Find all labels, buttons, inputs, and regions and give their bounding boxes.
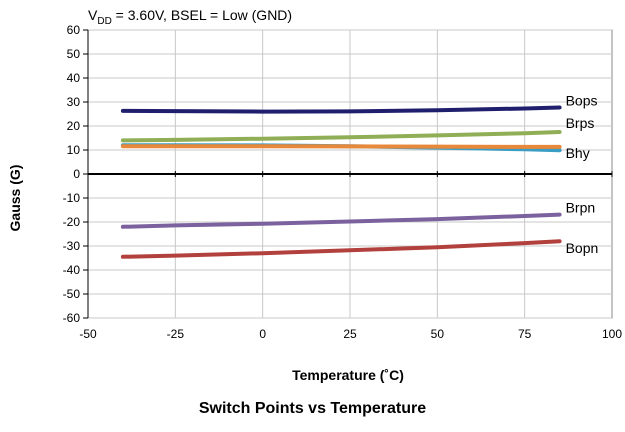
tick-label-x: -25	[167, 327, 185, 341]
tick-label-x: 100	[602, 327, 622, 341]
tick-label-y: 40	[67, 71, 81, 85]
chart-caption: Switch Points vs Temperature	[198, 400, 427, 417]
series-label-brpn: Brpn	[566, 200, 596, 216]
series-labels: Bops Brps Bhy Brpn Bopn	[566, 93, 599, 257]
tick-label-y: 10	[67, 143, 81, 157]
series-line-brpn	[120, 212, 562, 229]
series-label-bhy: Bhy	[566, 145, 590, 161]
tick-label-y: 30	[67, 95, 81, 109]
tick-label-y: -50	[63, 287, 81, 301]
series-line-brps	[120, 130, 562, 143]
tick-label-x: 0	[259, 327, 266, 341]
series-label-bopn: Bopn	[566, 240, 599, 256]
tick-label-y: -60	[63, 311, 81, 325]
tick-label-x: -50	[79, 327, 97, 341]
tick-label-y: 20	[67, 119, 81, 133]
tick-label-y: -30	[63, 239, 81, 253]
axes	[83, 29, 613, 319]
x-axis-label: Temperature (˚C)	[292, 367, 404, 383]
tick-label-y: -40	[63, 263, 81, 277]
y-axis-label: Gauss (G)	[7, 165, 23, 232]
tick-label-y: -10	[63, 191, 81, 205]
series-line-bopn	[120, 239, 562, 259]
tick-label-y: 50	[67, 47, 81, 61]
tick-label-x: 25	[343, 327, 357, 341]
series-label-bops: Bops	[566, 93, 598, 109]
tick-label-x: 75	[518, 327, 532, 341]
series-lines	[120, 105, 562, 259]
tick-label-y: -20	[63, 215, 81, 229]
tick-label-y: 60	[67, 23, 81, 37]
condition-label: VDD = 3.60V, BSEL = Low (GND)	[88, 7, 292, 27]
series-line-unlabeled-3	[120, 144, 562, 149]
series-label-brps: Brps	[566, 115, 595, 131]
tick-label-x: 50	[431, 327, 445, 341]
series-line-bops	[120, 105, 562, 114]
tick-label-y: 0	[73, 167, 80, 181]
